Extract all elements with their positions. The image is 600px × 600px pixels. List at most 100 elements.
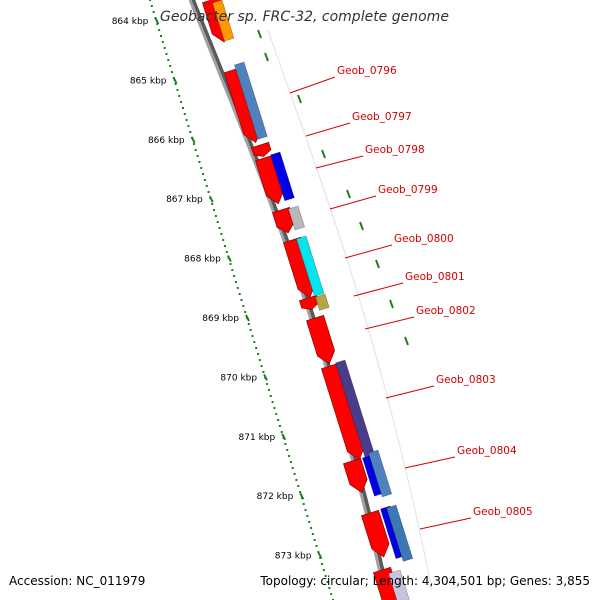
ruler-dot — [183, 113, 186, 115]
ruler-dot — [202, 173, 205, 175]
ruler-dot — [189, 131, 192, 133]
ruler-dot — [313, 539, 316, 541]
label-leader-line — [353, 282, 404, 297]
ruler-tick — [190, 136, 196, 144]
ruler-dot — [289, 461, 292, 463]
ruler-dot — [203, 179, 206, 181]
ruler-dot — [244, 311, 247, 313]
cds-arrow — [343, 457, 368, 493]
position-tick — [359, 221, 364, 231]
ruler-dot — [225, 251, 228, 253]
ruler-tick-label: 869 kbp — [202, 314, 239, 324]
ruler-dot — [280, 431, 283, 433]
ruler-dot — [233, 275, 236, 277]
ruler-dot — [200, 167, 203, 169]
ruler-dot — [218, 227, 221, 229]
ruler-tick — [226, 255, 232, 263]
gene-label-geob-0796: Geob_0796 — [337, 65, 397, 77]
ruler-dot — [256, 353, 259, 355]
gene-label-geob-0802: Geob_0802 — [416, 305, 476, 317]
ruler-dot — [291, 467, 294, 469]
ruler-dot — [295, 479, 298, 481]
ruler-tick-label: 867 kbp — [166, 195, 203, 205]
ruler-dot — [159, 35, 162, 37]
ruler-dot — [176, 89, 179, 91]
ruler-tick-label: 872 kbp — [257, 492, 294, 502]
label-leader-line — [404, 456, 456, 469]
ruler-dot — [260, 365, 263, 367]
ruler-dot — [284, 443, 287, 445]
ruler-dot — [249, 329, 252, 331]
ruler-tick — [154, 17, 160, 25]
label-leader-line — [329, 195, 377, 210]
ruler-dot — [255, 347, 258, 349]
ruler-dot — [322, 569, 325, 571]
ruler-dot — [302, 503, 305, 505]
ruler-dot — [165, 53, 168, 55]
label-leader-line — [364, 316, 415, 330]
position-tick — [264, 52, 269, 62]
position-tick — [375, 259, 380, 269]
ruler-dot — [149, 0, 151, 1]
ruler-dot — [192, 143, 195, 145]
genome-summary-text: Topology: circular; Length: 4,304,501 bp… — [260, 574, 590, 588]
ruler-tick — [245, 314, 250, 322]
ruler-dot — [238, 293, 241, 295]
backbone-line — [188, 0, 388, 600]
cog-block — [296, 235, 325, 297]
ruler-dot — [308, 521, 311, 523]
accession-text: Accession: NC_011979 — [9, 574, 146, 588]
backbone-shadow — [189, 0, 391, 600]
position-tick — [389, 299, 394, 309]
gene-label-geob-0798: Geob_0798 — [365, 144, 425, 156]
ruler-dot — [181, 107, 184, 109]
gene-label-geob-0800: Geob_0800 — [394, 233, 454, 245]
cds-arrow — [251, 141, 272, 157]
ruler-dot — [185, 119, 188, 121]
ruler-dot — [242, 305, 245, 307]
ruler-dot — [269, 395, 272, 397]
cog-block — [234, 61, 268, 140]
ruler-dot — [330, 593, 333, 595]
ruler-tick — [281, 433, 287, 441]
label-leader-line — [419, 517, 472, 530]
label-leader-line — [385, 385, 435, 399]
ruler-dot — [317, 551, 320, 553]
ruler-dot — [229, 263, 232, 265]
ruler-dot — [273, 407, 276, 409]
map-title: Geobacter sp. FRC-32, complete genome — [160, 9, 449, 25]
cog-block — [368, 449, 393, 498]
ruler-dot — [178, 95, 181, 97]
ruler-tick-label: 871 kbp — [239, 433, 276, 443]
ruler-dot — [167, 59, 170, 61]
cog-block — [388, 569, 410, 600]
ruler-dot — [163, 47, 166, 49]
ruler-tick — [317, 552, 323, 560]
ruler-dot — [267, 389, 270, 391]
gene-label-geob-0804: Geob_0804 — [457, 445, 517, 457]
ruler-dot — [211, 203, 214, 205]
gene-label-geob-0803: Geob_0803 — [436, 374, 496, 386]
ruler-dot — [262, 371, 265, 373]
position-tick — [257, 29, 262, 39]
ruler-dot — [196, 155, 199, 157]
gene-label-geob-0801: Geob_0801 — [405, 271, 465, 283]
ruler-dot — [266, 383, 269, 385]
cog-block — [315, 293, 330, 311]
gene-label-geob-0805: Geob_0805 — [473, 506, 533, 518]
label-leader-line — [305, 122, 351, 137]
ruler-dot — [328, 587, 331, 589]
ruler-dot — [286, 449, 289, 451]
ruler-dot — [161, 41, 164, 43]
ruler-dot — [169, 65, 172, 67]
ruler-dot — [235, 281, 238, 283]
ruler-dot — [278, 425, 281, 427]
ruler-dot — [152, 11, 155, 13]
ruler-dot — [326, 581, 329, 583]
ruler-dot — [315, 545, 318, 547]
ruler-dot — [213, 209, 216, 211]
ruler-dot — [299, 491, 302, 493]
ruler-dot — [180, 101, 183, 103]
ruler-dot — [207, 191, 210, 193]
